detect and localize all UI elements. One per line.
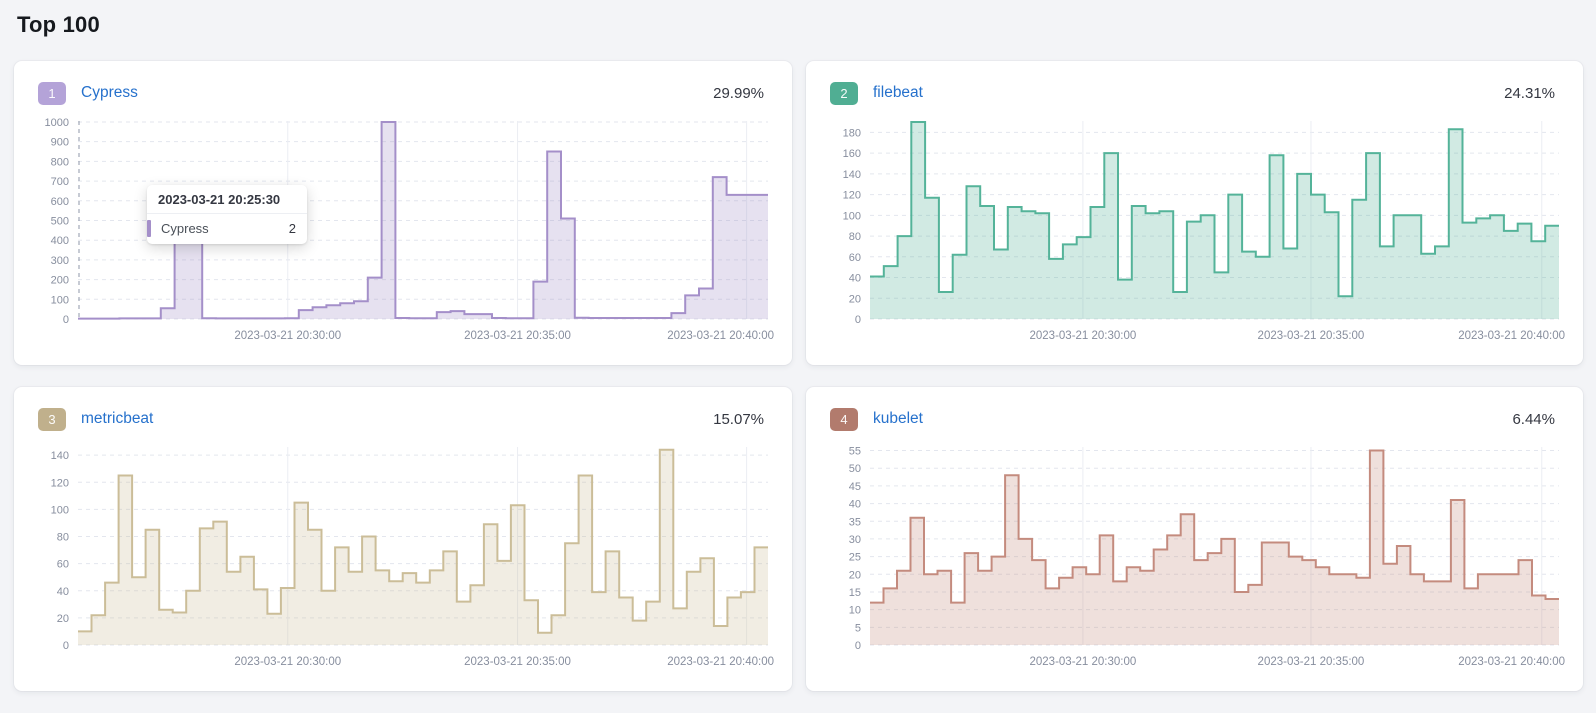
y-axis-tick-label: 120 (843, 190, 861, 202)
y-axis-tick-label: 1000 (45, 117, 69, 129)
percent-value: 15.07% (713, 410, 764, 428)
chart-grid: 1 Cypress 29.99% 0 100 200 300 400 500 600 700 8… (14, 61, 1583, 691)
step-area-chart-cypress[interactable]: 0 100 200 300 400 500 600 700 800 900 1000 2023-03-… (30, 115, 776, 351)
y-axis-tick-label: 5 (855, 622, 861, 634)
x-axis-tick-label: 2023-03-21 20:30:00 (234, 656, 341, 668)
y-axis-tick-label: 25 (849, 552, 861, 564)
chart-area-cypress: 0 100 200 300 400 500 600 700 800 900 1000 2023-03-… (30, 115, 776, 351)
x-axis-tick-label: 2023-03-21 20:40:00 (1458, 656, 1565, 668)
area-outline (78, 121, 768, 320)
area-fill (78, 122, 768, 319)
x-axis-tick-label: 2023-03-21 20:30:00 (1030, 330, 1137, 342)
card-header: 3 metricbeat 15.07% (38, 405, 776, 433)
y-axis-tick-label: 20 (849, 569, 861, 581)
y-axis-tick-label: 600 (51, 196, 69, 208)
y-axis-tick-label: 400 (51, 235, 69, 247)
series-link-cypress[interactable]: Cypress (81, 84, 138, 101)
percent-value: 6.44% (1512, 410, 1555, 428)
y-axis-tick-label: 140 (51, 450, 69, 462)
y-axis-tick-label: 20 (57, 613, 69, 625)
y-axis-tick-label: 55 (849, 446, 861, 458)
y-axis-tick-label: 120 (51, 477, 69, 489)
x-axis-tick-label: 2023-03-21 20:30:00 (1030, 656, 1137, 668)
y-axis-tick-label: 180 (843, 127, 861, 139)
tooltip-series-name: Cypress (161, 221, 209, 236)
y-axis-tick-label: 0 (855, 640, 861, 652)
x-axis-tick-label: 2023-03-21 20:35:00 (464, 656, 571, 668)
series-link-filebeat[interactable]: filebeat (873, 84, 923, 101)
y-axis-tick-label: 100 (51, 294, 69, 306)
chart-area-kubelet: 0 5 10 15 20 25 30 35 40 45 50 55 2023-03-21 20:30:0… (822, 441, 1567, 677)
x-axis-tick-label: 2023-03-21 20:35:00 (1258, 330, 1365, 342)
page-title: Top 100 (17, 12, 100, 37)
y-axis-tick-label: 40 (849, 273, 861, 285)
y-axis-tick-label: 10 (849, 605, 861, 617)
percent-value: 29.99% (713, 84, 764, 102)
y-axis-tick-label: 60 (57, 559, 69, 571)
card-header: 1 Cypress 29.99% (38, 79, 776, 107)
y-axis-tick-label: 100 (51, 504, 69, 516)
series-link-metricbeat[interactable]: metricbeat (81, 410, 154, 427)
y-axis-tick-label: 160 (843, 148, 861, 160)
card-header: 2 filebeat 24.31% (830, 79, 1567, 107)
chart-area-filebeat: 0 20 40 60 80 100 120 140 160 180 2023-03-21 20:30… (822, 115, 1567, 351)
y-axis-tick-label: 40 (849, 499, 861, 511)
step-area-chart-kubelet[interactable]: 0 5 10 15 20 25 30 35 40 45 50 55 2023-03-21 20:30:0… (822, 441, 1567, 677)
y-axis-tick-label: 15 (849, 587, 861, 599)
y-axis-tick-label: 30 (849, 534, 861, 546)
x-axis-tick-label: 2023-03-21 20:40:00 (667, 330, 774, 342)
y-axis-tick-label: 60 (849, 252, 861, 264)
y-axis-tick-label: 700 (51, 176, 69, 188)
area-fill (78, 449, 768, 645)
x-axis-tick-label: 2023-03-21 20:40:00 (1458, 330, 1565, 342)
tooltip-series-marker (147, 220, 151, 237)
chart-card-metricbeat: 3 metricbeat 15.07% 0 20 40 60 80 100 120 140 20… (14, 387, 792, 691)
y-axis-tick-label: 200 (51, 275, 69, 287)
x-axis-tick-label: 2023-03-21 20:40:00 (667, 656, 774, 668)
card-header: 4 kubelet 6.44% (830, 405, 1567, 433)
y-axis-tick-label: 500 (51, 215, 69, 227)
tooltip-series-row: Cypress 2 (147, 214, 307, 244)
area-fill (870, 450, 1559, 645)
y-axis-tick-label: 80 (57, 532, 69, 544)
y-axis-tick-label: 80 (849, 231, 861, 243)
series-link-kubelet[interactable]: kubelet (873, 410, 923, 427)
x-axis-tick-label: 2023-03-21 20:35:00 (464, 330, 571, 342)
y-axis-tick-label: 140 (843, 169, 861, 181)
y-axis-tick-label: 0 (63, 314, 69, 326)
rank-badge: 1 (38, 81, 66, 105)
y-axis-tick-label: 0 (855, 314, 861, 326)
rank-badge: 3 (38, 407, 66, 431)
area-outline (870, 121, 1559, 298)
chart-tooltip: 2023-03-21 20:25:30 Cypress 2 (147, 185, 307, 244)
area-outline (78, 448, 768, 634)
y-axis-tick-label: 35 (849, 516, 861, 528)
step-area-chart-metricbeat[interactable]: 0 20 40 60 80 100 120 140 2023-03-21 20:30:00 202… (30, 441, 776, 677)
percent-value: 24.31% (1504, 84, 1555, 102)
rank-badge: 2 (830, 81, 858, 105)
y-axis-tick-label: 0 (63, 640, 69, 652)
area-outline (870, 449, 1559, 604)
y-axis-tick-label: 800 (51, 156, 69, 168)
tooltip-series-value: 2 (288, 221, 296, 236)
y-axis-tick-label: 20 (849, 293, 861, 305)
chart-card-cypress: 1 Cypress 29.99% 0 100 200 300 400 500 600 700 8… (14, 61, 792, 365)
y-axis-tick-label: 45 (849, 481, 861, 493)
y-axis-tick-label: 300 (51, 255, 69, 267)
y-axis-tick-label: 50 (849, 463, 861, 475)
rank-badge: 4 (830, 407, 858, 431)
chart-card-kubelet: 4 kubelet 6.44% 0 5 10 15 20 25 30 35 40 45 50 55 20… (806, 387, 1583, 691)
chart-area-metricbeat: 0 20 40 60 80 100 120 140 2023-03-21 20:30:00 202… (30, 441, 776, 677)
tooltip-timestamp: 2023-03-21 20:25:30 (147, 185, 307, 214)
y-axis-tick-label: 900 (51, 137, 69, 149)
y-axis-tick-label: 40 (57, 586, 69, 598)
step-area-chart-filebeat[interactable]: 0 20 40 60 80 100 120 140 160 180 2023-03-21 20:30… (822, 115, 1567, 351)
x-axis-tick-label: 2023-03-21 20:30:00 (234, 330, 341, 342)
chart-card-filebeat: 2 filebeat 24.31% 0 20 40 60 80 100 120 140 160 1… (806, 61, 1583, 365)
y-axis-tick-label: 100 (843, 210, 861, 222)
x-axis-tick-label: 2023-03-21 20:35:00 (1258, 656, 1365, 668)
